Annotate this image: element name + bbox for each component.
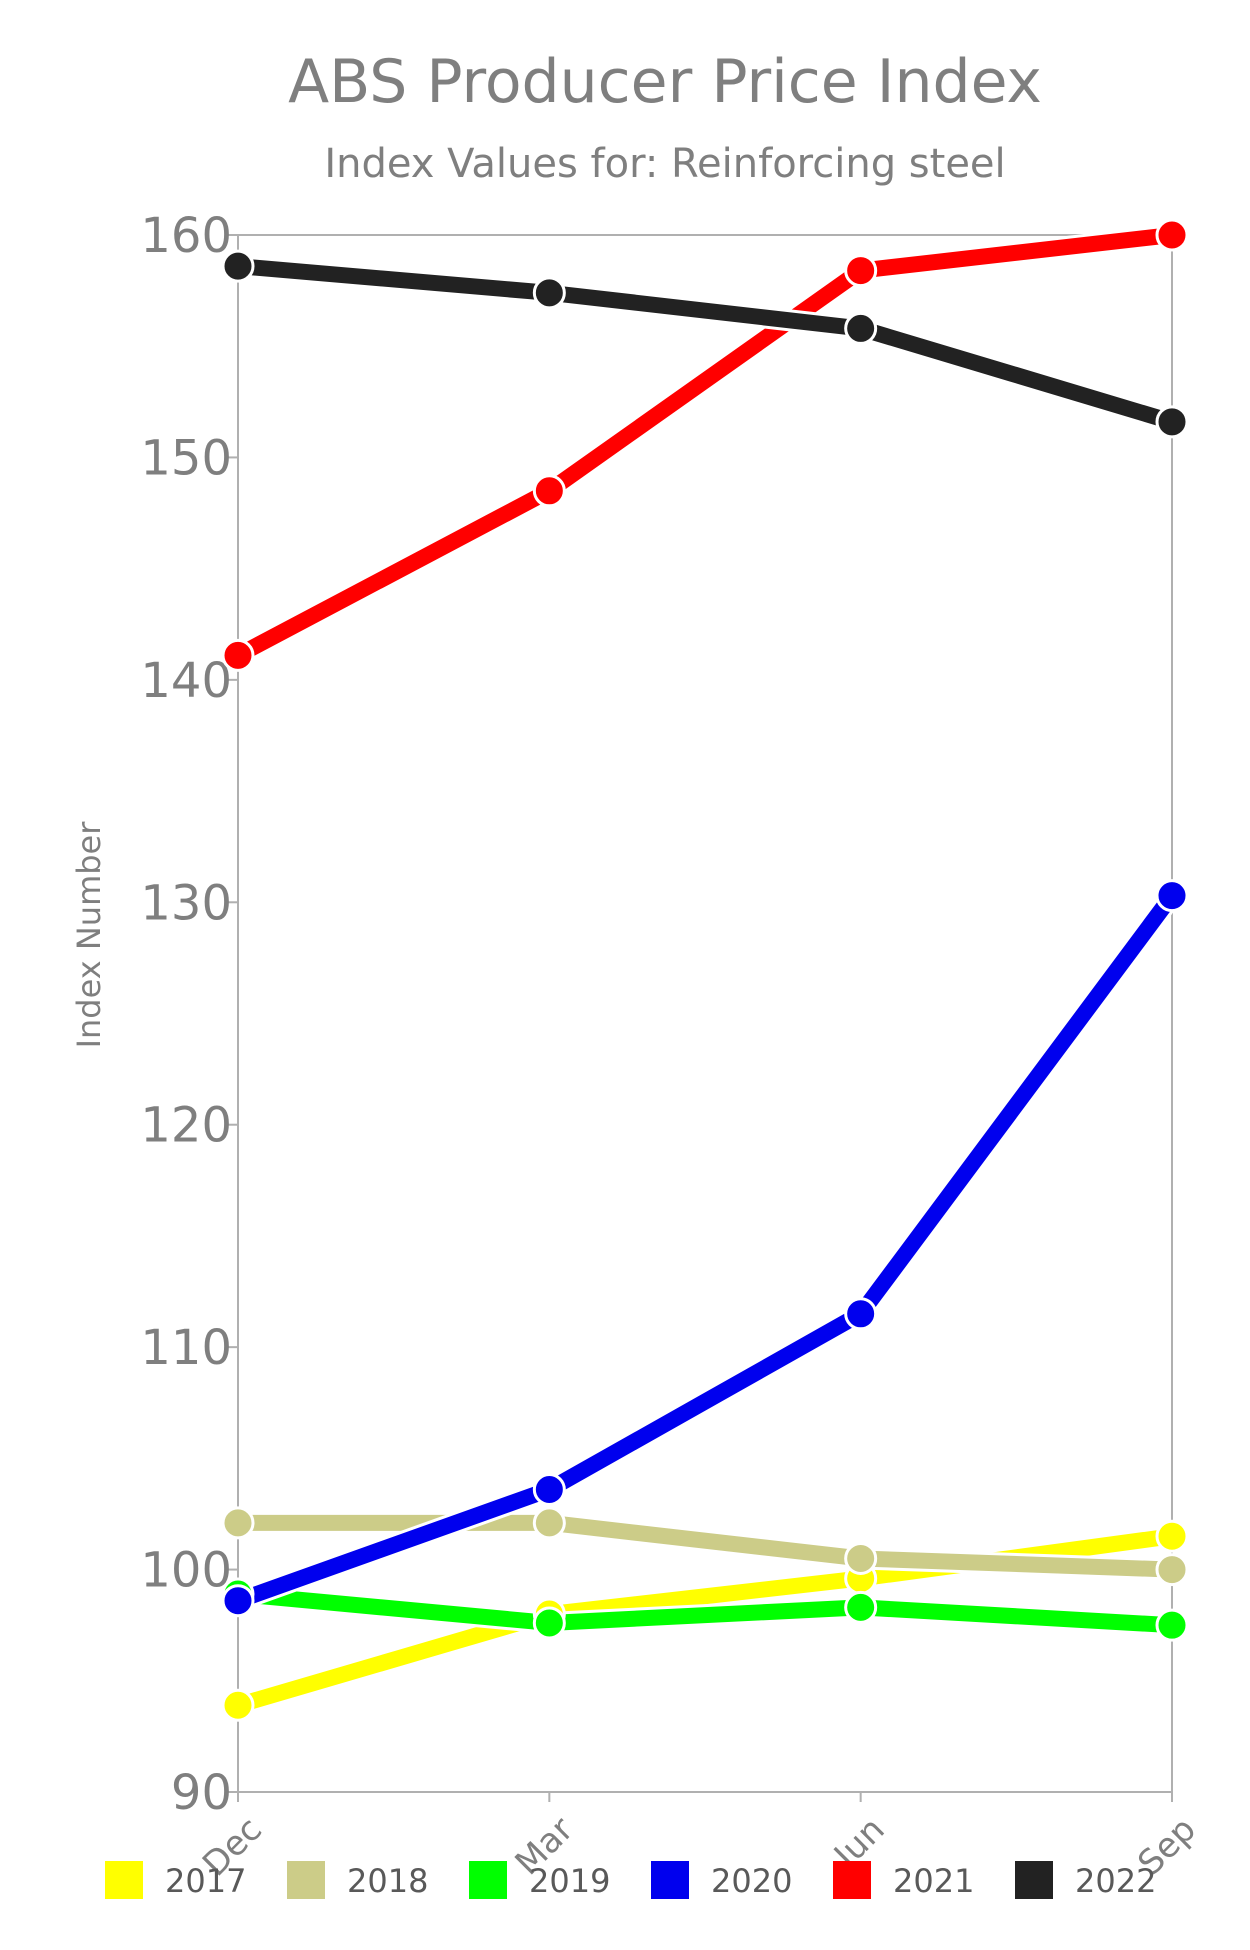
y-tick-label: 120: [140, 1098, 232, 1154]
y-tick-label: 130: [140, 875, 232, 931]
data-point-2017: [1155, 1519, 1189, 1553]
legend-swatch-2021: [833, 1861, 871, 1899]
data-point-2018: [221, 1506, 255, 1540]
series-line-2018: [230, 1514, 1180, 1578]
data-point-2022: [532, 276, 566, 310]
data-point-2018: [844, 1541, 878, 1575]
series-line-2022: [230, 258, 1180, 430]
legend-label-2019: 2019: [529, 1862, 610, 1900]
series-line-2020: [230, 887, 1180, 1609]
data-point-2017: [221, 1688, 255, 1722]
legend-swatch-2022: [1015, 1861, 1053, 1899]
data-point-2021: [1155, 218, 1189, 252]
data-point-2018: [1155, 1553, 1189, 1587]
legend-label-2022: 2022: [1075, 1862, 1156, 1900]
data-point-2020: [532, 1472, 566, 1506]
y-tick-label: 150: [140, 430, 232, 486]
y-tick-label: 100: [140, 1543, 232, 1599]
y-tick-label: 90: [171, 1765, 232, 1821]
data-point-2021: [532, 474, 566, 508]
data-point-2020: [844, 1297, 878, 1331]
legend-label-2018: 2018: [347, 1862, 428, 1900]
legend-swatch-2017: [105, 1861, 143, 1899]
series-line-outline: [227, 255, 1183, 433]
legend-label-2021: 2021: [893, 1862, 974, 1900]
legend-swatch-2019: [469, 1861, 507, 1899]
legend-label-2017: 2017: [165, 1862, 246, 1900]
data-point-2018: [532, 1506, 566, 1540]
data-point-2021: [844, 254, 878, 288]
data-point-2021: [221, 638, 255, 672]
data-point-2022: [221, 249, 255, 283]
legend-swatch-2020: [651, 1861, 689, 1899]
y-tick-label: 110: [140, 1320, 232, 1376]
data-point-2022: [1155, 405, 1189, 439]
legend-swatch-2018: [287, 1861, 325, 1899]
series-line-2021: [230, 227, 1180, 664]
chart-title: ABS Producer Price Index: [288, 47, 1042, 117]
data-point-2019: [1155, 1608, 1189, 1642]
y-axis-label: Index Number: [70, 821, 108, 1049]
data-point-2019: [844, 1590, 878, 1624]
series-line-outline: [227, 224, 1183, 667]
y-tick-label: 160: [140, 208, 232, 264]
data-point-2020: [1155, 879, 1189, 913]
chart-subtitle: Index Values for: Reinforcing steel: [324, 141, 1005, 187]
plot-area-frame: [237, 234, 1173, 1793]
series-line-outline: [227, 884, 1183, 1612]
data-point-2022: [844, 311, 878, 345]
legend-label-2020: 2020: [711, 1862, 792, 1900]
data-point-2019: [532, 1606, 566, 1640]
series-line-2019: [230, 1586, 1180, 1634]
y-tick-label: 140: [140, 653, 232, 709]
data-point-2020: [221, 1584, 255, 1618]
